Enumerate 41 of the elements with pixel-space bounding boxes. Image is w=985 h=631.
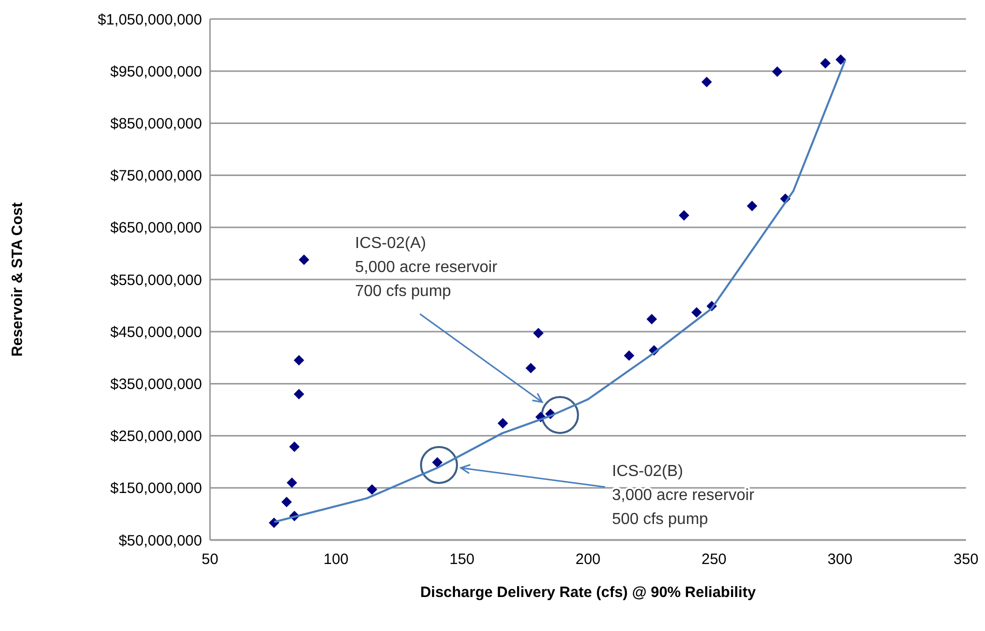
point [691,307,702,318]
y-tick-label: $150,000,000 [110,480,202,498]
point [294,388,304,400]
y-tick-label: $750,000,000 [110,168,202,185]
point [289,442,300,452]
x-tick-label: 50 [202,551,218,568]
point [533,328,544,338]
x-tick-label: 200 [575,551,601,568]
y-tick-label: $850,000,000 [110,115,202,132]
point [366,484,378,495]
point [498,418,508,429]
point [836,54,846,65]
point [701,76,712,88]
point [646,314,657,324]
y-tick-label: $450,000,000 [110,324,202,341]
y-tick-label: $650,000,000 [110,220,202,237]
x-tick-label: 250 [701,551,727,568]
x-tick-label: 300 [827,551,853,568]
y-tick-label: $550,000,000 [110,272,202,289]
point [281,496,292,508]
point [286,477,298,488]
point [526,362,536,374]
point [772,66,782,77]
x-tick-label: 150 [449,551,475,568]
y-tick-label: $1,050,000,000 [98,11,202,28]
y-tick-label: $250,000,000 [110,428,202,446]
point [820,58,831,69]
x-tick-label: 350 [953,551,979,568]
x-tick-label: 100 [323,551,349,568]
x-axis-title: Discharge Delivery Rate (cfs) @ 90% Reliability [420,584,756,601]
point [678,210,690,221]
point [624,350,634,361]
y-axis-title: Reservoir & STA Cost [9,202,26,357]
point [746,200,758,212]
point [298,254,310,265]
annotation: ICS-02(A) 5,000 acre reservoir 700 cfs pump [355,235,498,300]
y-tick-label: $950,000,000 [110,63,202,80]
y-tick-label: $350,000,000 [110,376,202,393]
point [294,355,304,366]
y-tick-label: $50,000,000 [118,532,202,550]
annotation: ICS-02(B) 3,000 acre reservoir 500 cfs pump [612,463,755,528]
